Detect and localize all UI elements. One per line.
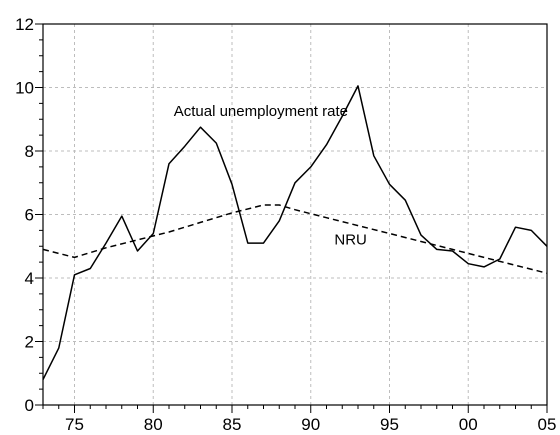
- series-annotation: NRU: [334, 232, 367, 249]
- axis-ticks: [35, 23, 548, 413]
- grid-lines: [43, 24, 547, 405]
- annotations: Actual unemployment rate NRU: [174, 103, 367, 249]
- y-tick-label: 4: [25, 269, 34, 288]
- series-annotation: Actual unemployment rate: [174, 103, 348, 120]
- actual-unemployment-series-line: [42, 85, 548, 380]
- y-tick-label: 2: [25, 333, 34, 352]
- y-tick-label: 10: [15, 79, 34, 98]
- y-tick-label: 8: [25, 142, 34, 161]
- x-tick-label: 85: [223, 415, 242, 434]
- series-lines: [42, 85, 548, 380]
- x-tick-label: 95: [380, 415, 399, 434]
- y-tick-label: 12: [15, 15, 34, 34]
- x-tick-label: 90: [301, 415, 320, 434]
- y-tick-label: 6: [25, 206, 34, 225]
- x-tick-label: 80: [144, 415, 163, 434]
- y-tick-label: 0: [25, 396, 34, 415]
- x-tick-label: 00: [459, 415, 478, 434]
- tick-labels: 75 80 85 90 95 00 05 0 2 4 6 8 10 12: [15, 15, 556, 434]
- nru-series-line: [42, 204, 548, 274]
- x-tick-label: 75: [65, 415, 84, 434]
- x-tick-label: 05: [538, 415, 557, 434]
